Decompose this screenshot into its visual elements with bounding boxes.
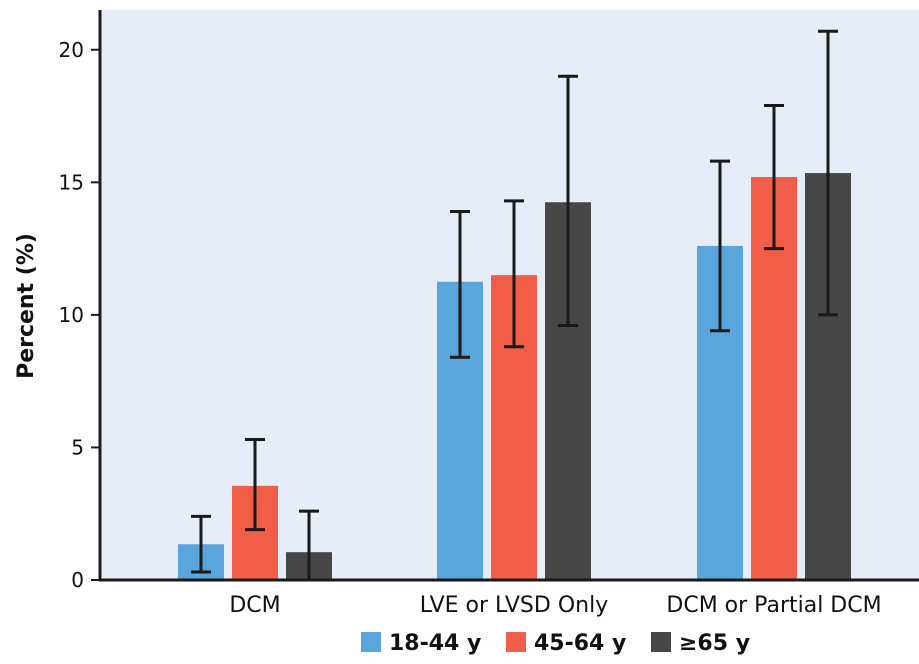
x-category-label-2: DCM or Partial DCM bbox=[666, 593, 881, 618]
y-tick-label-3: 15 bbox=[59, 170, 84, 194]
error-bar-2-series-2 bbox=[504, 199, 524, 349]
y-tick-label-0: 0 bbox=[71, 568, 84, 592]
legend-swatch-2 bbox=[506, 632, 526, 652]
y-tick-label-4: 20 bbox=[59, 38, 84, 62]
legend-label-3: ≥65 y bbox=[679, 631, 750, 656]
x-category-label-1: LVE or LVSD Only bbox=[420, 593, 608, 618]
y-tick-label-2: 10 bbox=[59, 303, 84, 327]
x-category-label-0: DCM bbox=[229, 593, 280, 618]
legend: 18-44 y 45-64 y ≥65 y bbox=[361, 631, 750, 656]
error-bar-1-series-1 bbox=[191, 514, 211, 574]
error-bar-2-series-1 bbox=[450, 209, 470, 359]
bars-layer bbox=[178, 173, 851, 581]
error-bar-3-series-3 bbox=[818, 29, 838, 317]
error-bar-2-series-3 bbox=[558, 74, 578, 327]
error-bar-3-series-2 bbox=[764, 103, 784, 251]
y-tick-label-1: 5 bbox=[71, 435, 84, 459]
legend-label-1: 18-44 y bbox=[389, 631, 481, 656]
y-axis-title: Percent (%) bbox=[14, 233, 39, 379]
error-bar-3-series-1 bbox=[710, 159, 730, 333]
y-ticks-layer: 0 5 10 15 20 bbox=[59, 38, 100, 592]
legend-swatch-1 bbox=[361, 632, 381, 652]
legend-label-2: 45-64 y bbox=[534, 631, 626, 656]
x-category-labels: DCM LVE or LVSD Only DCM or Partial DCM bbox=[229, 593, 881, 618]
error-bar-1-series-2 bbox=[245, 437, 265, 532]
legend-swatch-3 bbox=[651, 632, 671, 652]
